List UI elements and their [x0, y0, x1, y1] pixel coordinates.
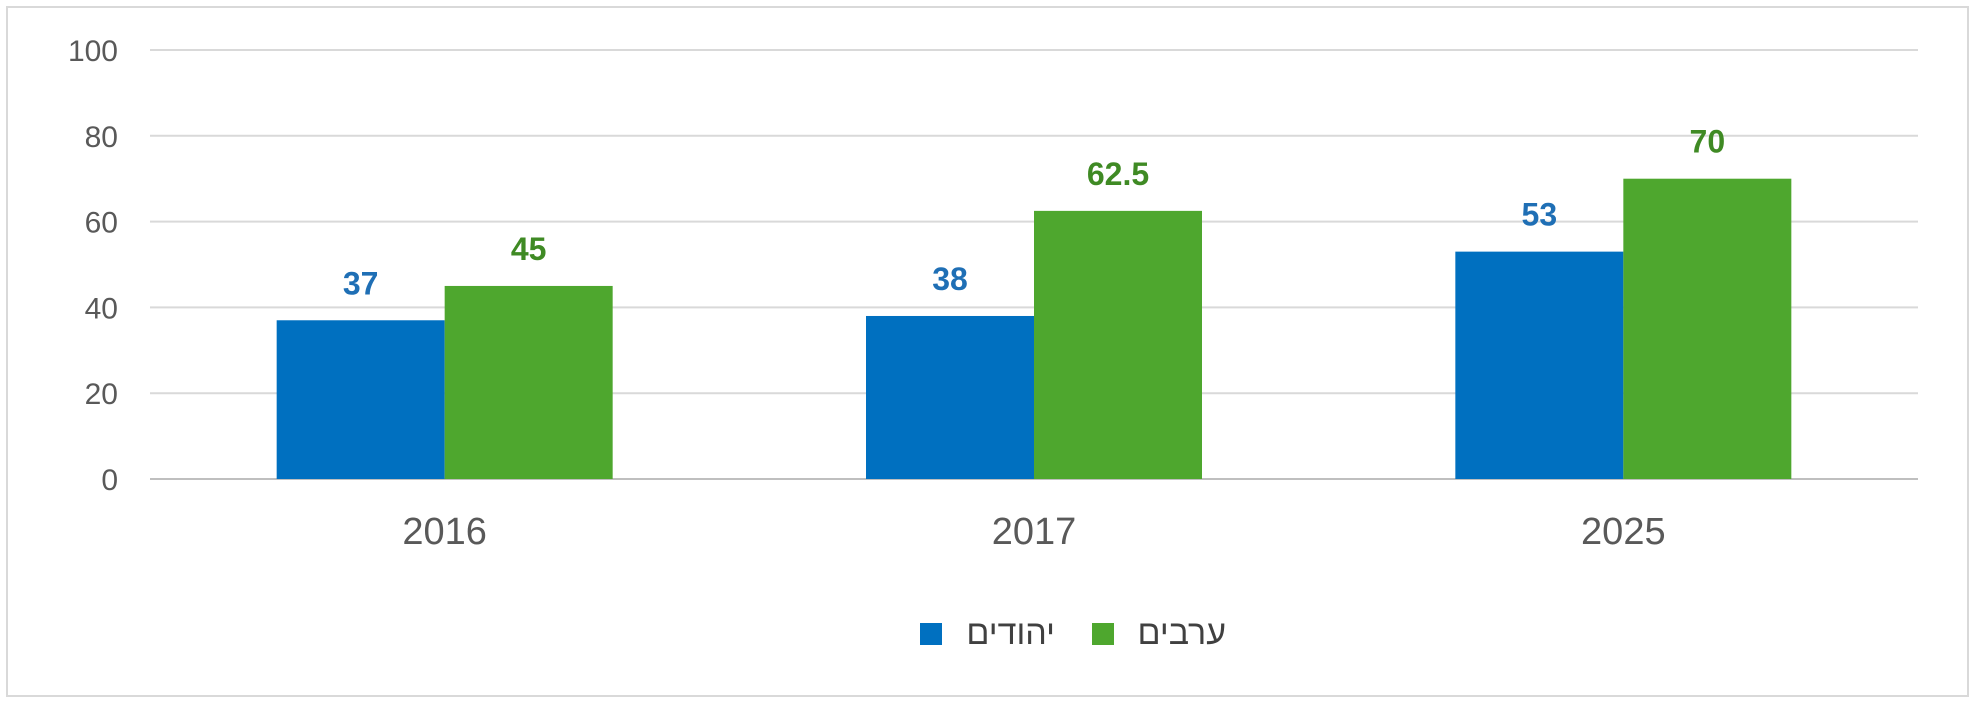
bar	[276, 320, 445, 479]
y-tick-label: 60	[85, 207, 118, 240]
data-label: 45	[511, 231, 547, 267]
data-label: 37	[343, 265, 379, 301]
legend-label: ערבים	[1138, 614, 1227, 652]
y-tick-label: 100	[68, 35, 118, 68]
x-tick-label: 2025	[1581, 511, 1666, 553]
bar	[1455, 251, 1624, 479]
y-tick-label: 40	[85, 292, 118, 325]
legend-swatch	[920, 623, 942, 645]
x-tick-label: 2017	[992, 511, 1077, 553]
y-tick-label: 80	[85, 121, 118, 154]
bar	[1623, 178, 1792, 479]
data-label: 38	[932, 261, 968, 297]
y-tick-label: 20	[85, 378, 118, 411]
bar	[1034, 210, 1202, 479]
y-tick-label: 0	[101, 464, 118, 497]
x-tick-label: 2016	[402, 511, 487, 553]
legend-label: יהודים	[966, 614, 1055, 652]
data-label: 53	[1522, 197, 1558, 233]
data-label: 70	[1690, 124, 1726, 160]
bar	[866, 315, 1034, 479]
data-label: 62.5	[1087, 156, 1149, 192]
bar	[444, 285, 613, 479]
legend-swatch	[1092, 623, 1114, 645]
